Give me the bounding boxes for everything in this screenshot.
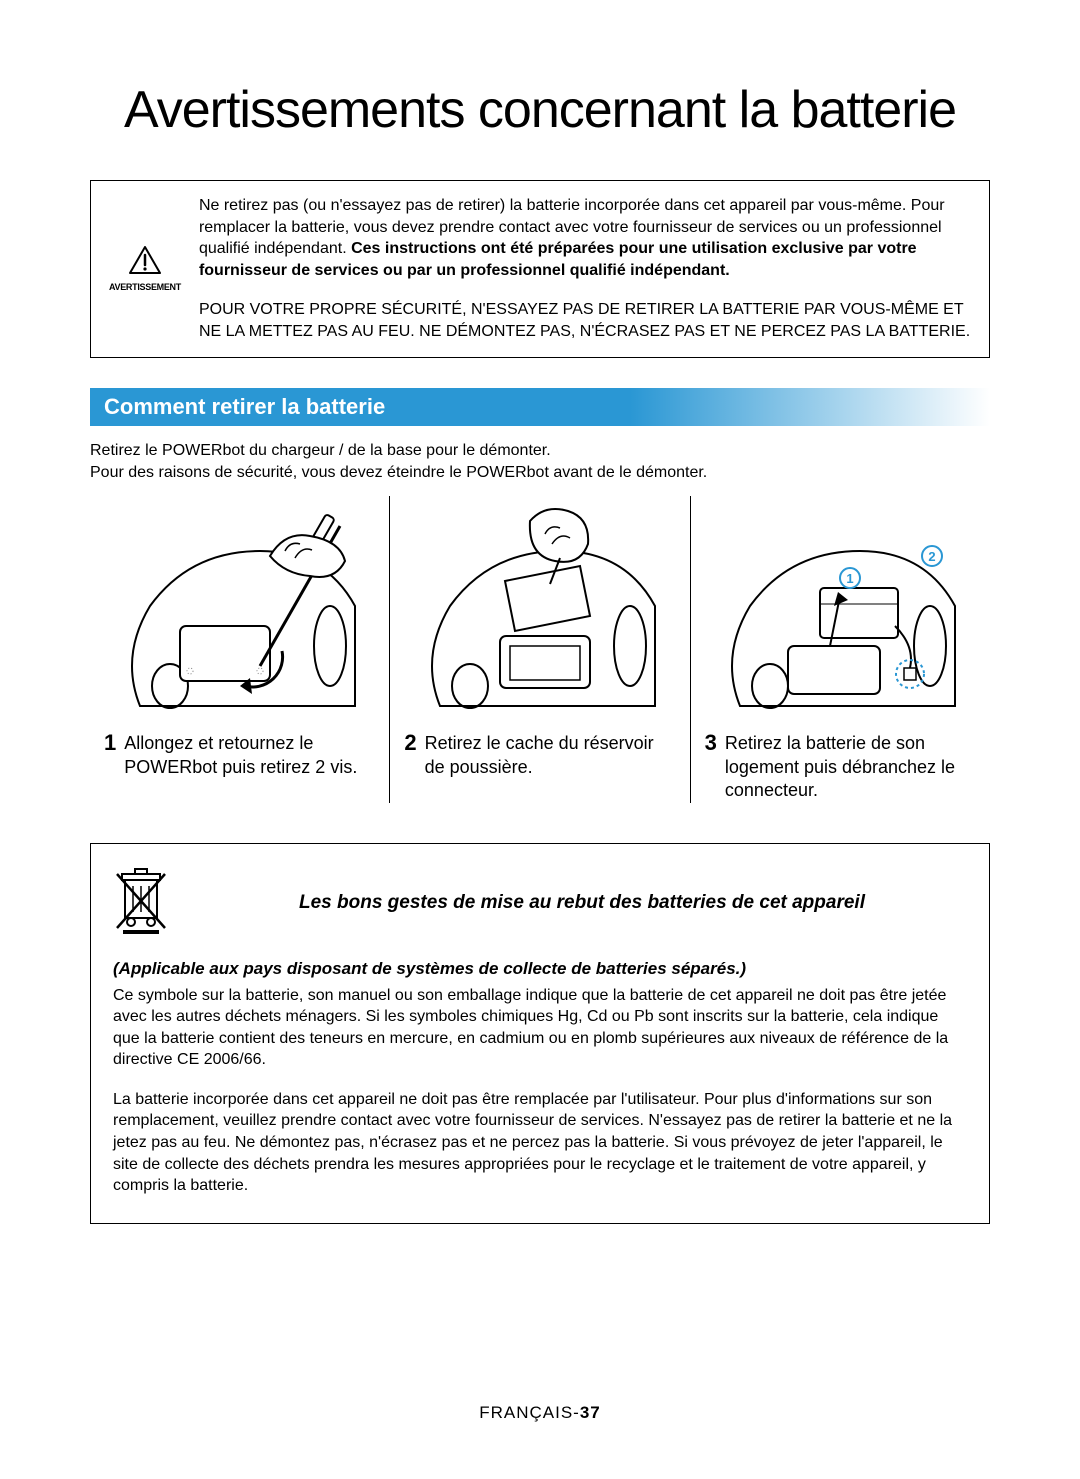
step-3-figure: 1 2	[705, 496, 976, 726]
svg-text:1: 1	[847, 571, 854, 586]
warning-box: AVERTISSEMENT Ne retirez pas (ou n'essay…	[90, 180, 990, 358]
step-2-text: Retirez le cache du réservoir de poussiè…	[425, 732, 676, 779]
step-2: 2 Retirez le cache du réservoir de pouss…	[389, 496, 689, 802]
step-3: 1 2 3 Retirez la batterie de son logemen…	[690, 496, 990, 802]
warning-triangle-icon	[128, 245, 162, 280]
disposal-p1: Ce symbole sur la batterie, son manuel o…	[113, 985, 967, 1071]
footer-page-number: 37	[580, 1403, 601, 1422]
warning-icon-wrap: AVERTISSEMENT	[109, 245, 181, 292]
disposal-box: Les bons gestes de mise au rebut des bat…	[90, 843, 990, 1224]
footer-lang: FRANÇAIS-	[479, 1403, 580, 1422]
step-2-number: 2	[404, 732, 416, 779]
svg-text:2: 2	[929, 549, 936, 564]
steps-row: 1 Allongez et retournez le POWERbot puis…	[90, 496, 990, 802]
page-footer: FRANÇAIS-37	[0, 1403, 1080, 1423]
step-1-figure	[104, 496, 375, 726]
step-1-text: Allongez et retournez le POWERbot puis r…	[124, 732, 375, 779]
warning-p2: POUR VOTRE PROPRE SÉCURITÉ, N'ESSAYEZ PA…	[199, 299, 971, 342]
step-1-number: 1	[104, 732, 116, 779]
intro-line-1: Retirez le POWERbot du chargeur / de la …	[90, 440, 990, 462]
disposal-body: Ce symbole sur la batterie, son manuel o…	[113, 985, 967, 1197]
step-3-number: 3	[705, 732, 717, 802]
intro-line-2: Pour des raisons de sécurité, vous devez…	[90, 462, 990, 484]
step-1: 1 Allongez et retournez le POWERbot puis…	[90, 496, 389, 802]
disposal-p2: La batterie incorporée dans cet appareil…	[113, 1089, 967, 1197]
page-title: Avertissements concernant la batterie	[90, 80, 990, 140]
disposal-heading: Les bons gestes de mise au rebut des bat…	[197, 892, 967, 914]
disposal-subheading: (Applicable aux pays disposant de systèm…	[113, 959, 967, 979]
step-3-text: Retirez la batterie de son logement puis…	[725, 732, 976, 802]
subsection-intro: Retirez le POWERbot du chargeur / de la …	[90, 440, 990, 485]
crossed-bin-icon	[113, 866, 169, 941]
warning-label: AVERTISSEMENT	[109, 282, 181, 292]
step-2-figure	[404, 496, 675, 726]
warning-text: Ne retirez pas (ou n'essayez pas de reti…	[199, 195, 971, 343]
subsection-heading: Comment retirer la batterie	[90, 388, 990, 426]
